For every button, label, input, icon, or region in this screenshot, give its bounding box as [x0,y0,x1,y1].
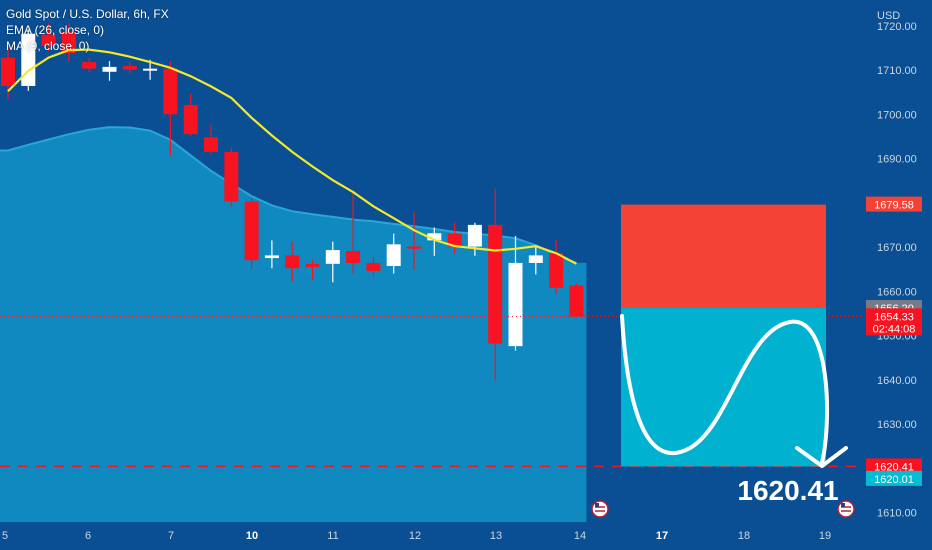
candle-down [82,62,97,69]
candle-down [224,151,239,202]
currency-label: USD [877,10,900,22]
price-tag-label: 1679.58 [874,200,914,212]
price-tick-label: 1720.00 [877,21,917,33]
date-tick-label: 17 [656,530,668,542]
candle-down [244,201,259,261]
price-tag-background [866,308,922,324]
take-profit-zone [621,308,826,467]
legend-ema[interactable]: EMA (26, close, 0) [6,23,105,37]
candle-up [325,250,340,264]
price-tick-label: 1670.00 [877,242,917,254]
date-tick-label: 11 [327,530,338,542]
candle-down [183,104,198,135]
legend-symbol[interactable]: Gold Spot / U.S. Dollar, 6h, FX [6,7,169,21]
price-tag-background [866,458,922,474]
price-tags: 1679.581656.201654.3302:44:081620.411620… [866,196,922,486]
price-tag-label: 1620.41 [874,461,914,473]
price-tick-label: 1630.00 [877,419,917,431]
us-flag-icon [837,500,855,518]
date-tick-label: 10 [246,530,258,542]
date-tick-label: 18 [738,530,750,542]
candle-down [204,137,218,152]
event-flags[interactable] [591,500,855,518]
price-tick-label: 1640.00 [877,375,917,387]
flag-canton [841,503,845,507]
date-tick-label: 5 [2,530,8,542]
price-tick-label: 1610.00 [877,508,917,520]
candle-down [122,66,137,70]
date-tick-label: 14 [574,530,586,542]
chart-legend: Gold Spot / U.S. Dollar, 6h, FX EMA (26,… [6,6,169,54]
price-tick-label: 1700.00 [877,109,917,121]
candle-up [427,233,442,241]
price-tag-background [866,320,922,336]
date-tick-label: 19 [819,530,831,542]
candle-down [346,250,361,263]
flag-canton [595,503,599,507]
price-tick-label: 1660.00 [877,286,917,298]
candle-down [163,68,178,115]
candle-down [41,34,56,46]
date-tick-label: 13 [490,530,502,542]
ma-area-fill [0,127,587,522]
ema-line [7,48,577,265]
price-tag-label: 1620.01 [874,474,914,486]
us-flag-icon [591,500,609,518]
candle-down [305,263,320,267]
flag-circle [837,500,855,518]
candle-up [467,224,482,247]
price-tag-label: 02:44:08 [873,323,916,335]
legend-ma[interactable]: MA (9, close, 0) [6,39,90,53]
short-position-tool[interactable] [620,204,848,468]
candle-down [285,255,300,269]
candle-down [61,31,76,54]
candle-down [488,224,503,344]
stop-loss-zone [621,204,826,309]
projection-arrowhead [795,446,848,468]
candle-down [366,262,381,271]
target-price-label: 1620.41 [737,475,838,506]
candle-up [143,68,158,71]
candle-down [1,57,15,86]
candle-up [264,255,279,259]
date-tick-label: 7 [168,530,174,542]
time-axis: 5 6 7 10 11 12 13 14 17 18 19 [2,530,831,542]
price-tag-background [866,196,922,212]
candle-up [102,66,117,72]
price-tick-label: 1710.00 [877,65,917,77]
date-tick-label: 12 [409,530,421,542]
date-tick-label: 6 [85,530,91,542]
candle-down [569,285,584,317]
candle-down [407,246,421,249]
candle-up [508,262,523,347]
projection-curve [620,314,830,465]
price-tag-background [866,470,922,486]
flag-circle [591,500,609,518]
candle-down [447,233,462,247]
candle-up [386,244,401,267]
price-tag-label: 1654.33 [874,311,914,323]
candle-up [528,255,543,263]
price-tick-label: 1690.00 [877,154,917,166]
candle-down [549,253,564,288]
